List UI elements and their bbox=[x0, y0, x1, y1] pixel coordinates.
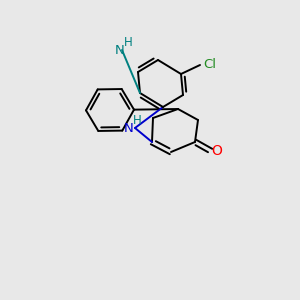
Text: H: H bbox=[133, 115, 142, 128]
Text: Cl: Cl bbox=[203, 58, 217, 71]
Text: N: N bbox=[124, 122, 134, 134]
Text: N: N bbox=[115, 44, 125, 56]
Text: O: O bbox=[212, 144, 222, 158]
Text: H: H bbox=[124, 35, 132, 49]
